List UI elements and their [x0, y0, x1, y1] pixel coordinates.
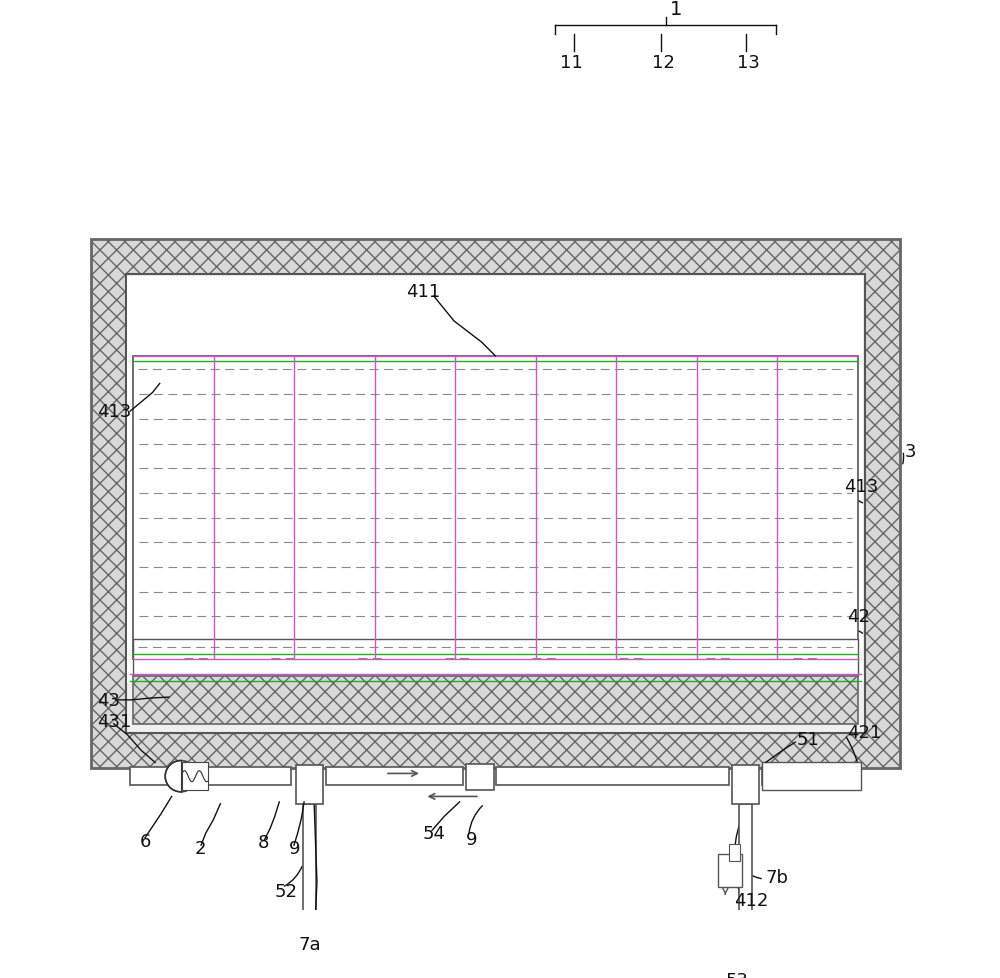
Text: 411: 411 [406, 284, 440, 301]
Bar [762, 763, 861, 790]
Text: 413: 413 [844, 477, 878, 495]
Bar [127, 277, 863, 684]
Text: 6: 6 [139, 831, 151, 850]
Bar [326, 767, 463, 785]
Text: 7a: 7a [299, 935, 321, 953]
Text: 421: 421 [847, 724, 881, 741]
Text: 8: 8 [258, 833, 269, 852]
Text: 52: 52 [275, 882, 298, 900]
Text: 9: 9 [288, 839, 300, 857]
Text: 13: 13 [737, 54, 760, 71]
Bar [133, 640, 858, 676]
Bar [182, 763, 208, 790]
Text: 43: 43 [97, 691, 120, 709]
Text: 412: 412 [735, 892, 769, 910]
Text: 413: 413 [97, 403, 132, 421]
Bar [130, 767, 291, 785]
Text: 11: 11 [560, 54, 583, 71]
Bar [126, 275, 865, 734]
Text: 431: 431 [97, 712, 132, 731]
Bar [496, 767, 729, 785]
Text: 54: 54 [423, 824, 446, 842]
Text: 9: 9 [466, 830, 477, 848]
Bar [296, 766, 323, 804]
Bar [133, 676, 858, 724]
Circle shape [165, 761, 196, 792]
Bar [729, 844, 740, 861]
Text: 3: 3 [905, 442, 916, 460]
Bar [732, 766, 759, 804]
Bar [133, 357, 858, 660]
Text: 42: 42 [847, 607, 870, 626]
Bar [466, 765, 494, 790]
Text: 7b: 7b [766, 868, 789, 886]
Bar [739, 804, 752, 960]
Text: 51: 51 [796, 731, 819, 748]
Text: 1: 1 [670, 0, 683, 19]
Bar [718, 855, 742, 887]
Text: 2: 2 [195, 839, 206, 857]
Text: 12: 12 [652, 54, 675, 71]
Bar [762, 767, 861, 785]
Text: 53: 53 [725, 971, 748, 978]
Bar [303, 804, 316, 923]
Bar [91, 240, 900, 768]
